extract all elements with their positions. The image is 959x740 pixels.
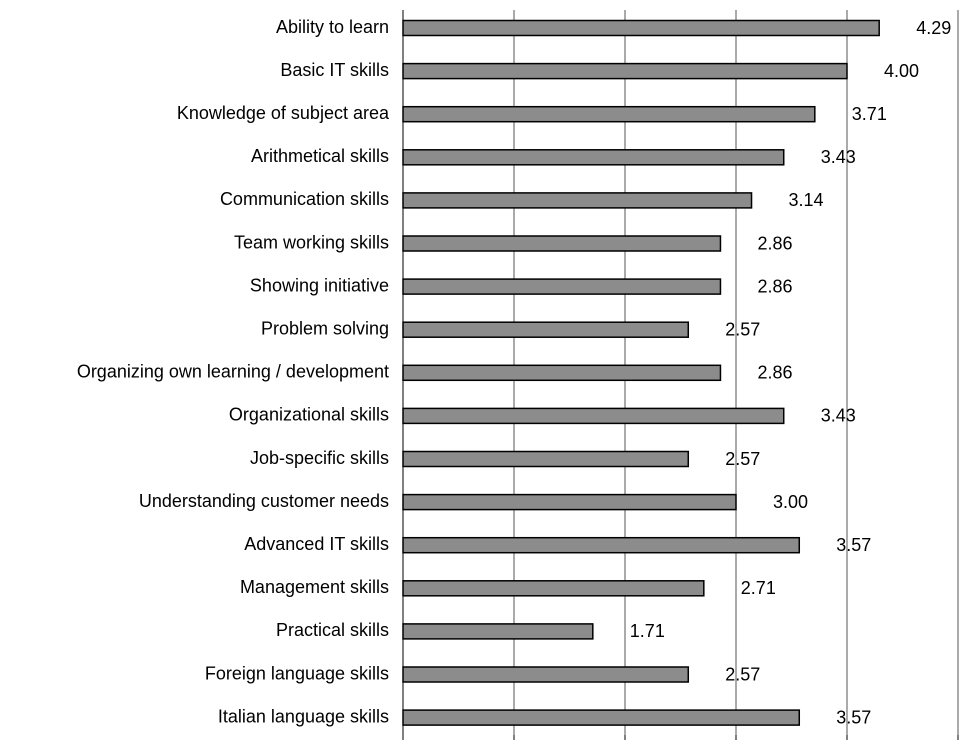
bar (402, 493, 737, 511)
bar (402, 666, 690, 683)
category-label: Organizational skills (229, 405, 389, 425)
category-label: Management skills (240, 577, 389, 597)
value-label: 2.57 (725, 664, 760, 684)
category-label: Advanced IT skills (244, 534, 389, 554)
value-label: 2.57 (725, 319, 760, 339)
value-label: 3.71 (852, 104, 887, 124)
bar (402, 623, 594, 640)
value-label: 2.86 (757, 233, 792, 253)
category-label: Basic IT skills (280, 60, 389, 80)
value-label: 3.43 (821, 406, 856, 426)
value-label: 2.86 (757, 363, 792, 383)
bar (402, 536, 801, 554)
value-label: 1.71 (630, 621, 665, 641)
value-label: 4.00 (884, 61, 919, 81)
bar (402, 149, 785, 166)
category-label: Job-specific skills (250, 448, 389, 468)
bar (402, 709, 801, 726)
bar (402, 278, 722, 295)
value-label: 3.14 (789, 190, 824, 210)
category-label: Italian language skills (218, 706, 389, 726)
bar (402, 105, 816, 123)
bar (402, 321, 690, 338)
category-label: Communication skills (220, 189, 389, 209)
category-label: Organizing own learning / development (77, 362, 389, 382)
category-label: Knowledge of subject area (177, 103, 390, 123)
bar (402, 450, 690, 468)
value-label: 2.86 (757, 276, 792, 296)
bar (402, 364, 722, 382)
category-label: Arithmetical skills (251, 146, 389, 166)
bar (402, 580, 705, 597)
category-label: Foreign language skills (205, 663, 389, 683)
value-label: 2.57 (725, 449, 760, 469)
category-label: Showing initiative (250, 275, 389, 295)
value-label: 4.29 (916, 18, 951, 38)
category-label: Practical skills (276, 620, 389, 640)
category-label: Ability to learn (276, 17, 389, 37)
bar (402, 19, 880, 37)
category-label: Team working skills (234, 232, 389, 252)
bar (402, 407, 785, 425)
bar (402, 192, 753, 209)
bar (402, 62, 848, 80)
value-label: 3.57 (836, 707, 871, 727)
value-label: 3.57 (836, 535, 871, 555)
value-label: 2.71 (741, 578, 776, 598)
value-label: 3.43 (821, 147, 856, 167)
value-label: 3.00 (773, 492, 808, 512)
category-label: Understanding customer needs (139, 491, 389, 511)
category-label: Problem solving (261, 318, 389, 338)
bar (402, 235, 722, 252)
